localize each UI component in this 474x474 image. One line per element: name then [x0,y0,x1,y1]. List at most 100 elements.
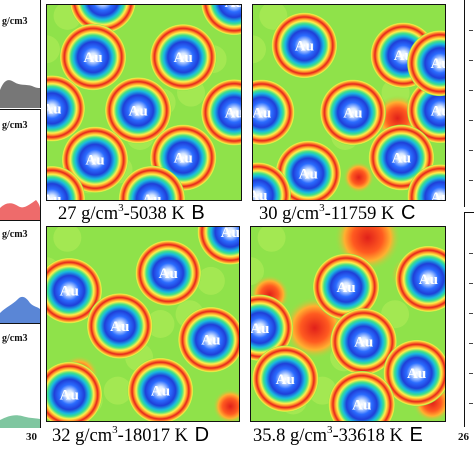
au-atom: Au [59,23,127,91]
au-label: Au [225,4,242,11]
au-atom: Au [46,75,86,142]
panel-E-letter: E [409,424,423,446]
texture-blob [46,35,60,64]
au-atom: Au [135,240,202,307]
left-strip-1-plot [0,80,40,108]
texture-blob [257,226,286,252]
au-label: Au [336,280,355,296]
au-label: Au [46,192,61,201]
texture-blob [252,35,266,64]
left-strip-4: g/cm3 [0,323,41,428]
au-atom: Au [252,162,291,201]
texture-blob [146,310,175,338]
au-label: Au [431,190,446,201]
left-strip-1-label: g/cm3 [2,16,28,27]
left-strip-1-area [0,80,40,108]
au-label: Au [151,384,170,400]
panel-B-caption: 27 g/cm3-5038 K B [58,202,205,224]
au-label: Au [221,226,240,241]
au-atom: Au [200,79,242,146]
right-strip-bottom [464,212,474,427]
au-label: Au [419,272,438,288]
left-strip-3-label: g/cm3 [2,229,28,240]
au-label: Au [85,153,104,169]
au-atom: Au [328,371,396,422]
left-strip-2-area [0,200,40,220]
au-label: Au [93,4,112,9]
au-label: Au [431,56,446,72]
panel-E-map: Au Au Au Au Au Au Au [250,226,446,422]
au-label: Au [252,105,271,121]
panel-D-map: Au Au Au Au Au Au Au [46,226,240,422]
au-label: Au [174,50,193,66]
au-label: Au [201,333,220,349]
au-label: Au [299,166,318,182]
panel-C-letter: C [400,202,416,224]
au-atom: Au [271,12,338,79]
left-strip-2-plot [0,200,40,220]
au-atom: Au [86,292,153,359]
au-label: Au [276,372,295,388]
au-label: Au [354,335,373,351]
panel-frame [46,226,240,422]
au-atom: Au [127,357,194,422]
left-strip-4-area [0,415,40,428]
au-atom: Au [252,79,295,146]
left-strip-3-area [0,296,40,323]
texture-blob [196,266,225,295]
left-strip-3: g/cm3 [0,220,41,323]
hot-spot [212,388,240,422]
au-label: Au [407,366,426,382]
au-atom: Au [330,308,397,375]
right-x-tick: 26 [458,431,469,443]
panel-frame [46,4,242,201]
panel-D-caption: 32 g/cm3-18017 K D [52,424,210,446]
au-label: Au [159,266,178,282]
au-atom: Au [407,30,446,97]
right-strip-top [464,0,474,207]
au-atom: Au [275,140,342,201]
au-atom: Au [46,257,103,324]
au-atom: Au [250,294,294,362]
left-strip-4-plot [0,415,40,428]
left-strip-3-plot [0,296,40,323]
left-strip-2-label: g/cm3 [2,120,28,131]
panel-C-caption: 30 g/cm3-11759 K C [259,202,416,224]
left-x-tick: 30 [26,431,37,443]
au-label: Au [225,105,242,121]
panel-D-letter: D [194,424,210,446]
au-label: Au [60,388,79,404]
panel-frame [250,226,446,422]
texture-blob [53,226,82,252]
panel-B-map: Au Au Au Au Au Au Au Au Au Au Au [46,4,242,201]
au-label: Au [110,319,129,335]
au-label: Au [352,397,371,413]
au-label: Au [392,151,411,167]
au-atom: Au [104,77,172,144]
au-atom: Au [395,245,446,313]
au-atom: Au [383,339,446,407]
au-atom: Au [177,306,240,373]
au-atom: Au [46,361,103,422]
au-label: Au [129,103,148,119]
panel-frame [252,4,446,201]
au-atom: Au [407,164,446,201]
panel-E-caption: 35.8 g/cm3-33618 K E [253,424,423,446]
au-atom: Au [197,226,240,265]
au-atom: Au [46,165,86,201]
au-label: Au [250,321,269,337]
texture-blob [103,376,132,405]
left-strip-1: g/cm3 [0,0,41,108]
panel-B-letter: B [191,202,205,224]
left-strip-2: g/cm3 [0,109,41,220]
left-strip-4-label: g/cm3 [2,333,28,344]
au-label: Au [343,105,362,121]
au-label: Au [142,192,161,201]
au-label: Au [83,50,102,66]
au-atom: Au [61,126,129,193]
au-label: Au [46,101,61,117]
hot-spot [343,161,375,193]
au-atom: Au [149,23,217,91]
